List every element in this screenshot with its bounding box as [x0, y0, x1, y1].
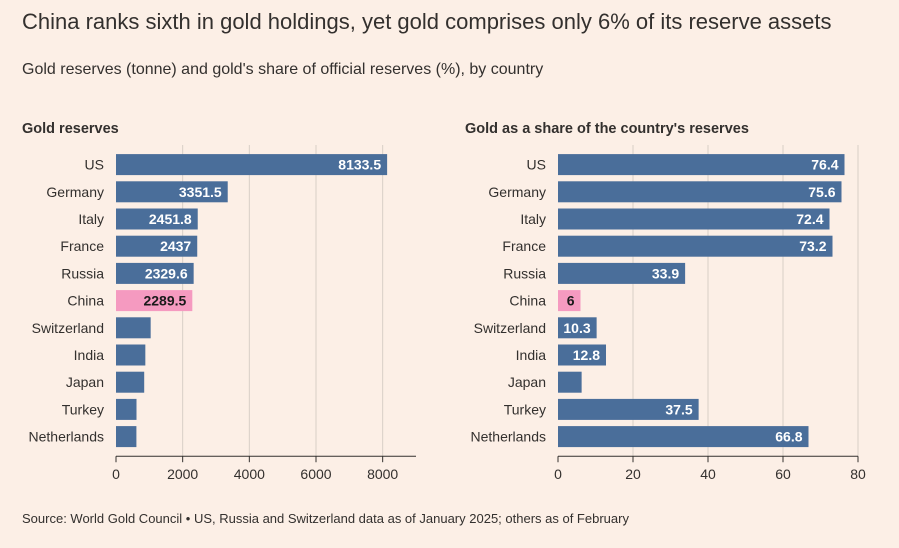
gold-reserves-chart: Gold reserves US 8133.5 Germany 3351.5 Italy 2… [0, 110, 440, 482]
share-data-label: 37.5 [665, 401, 692, 417]
share-category-label: Russia [503, 265, 546, 281]
gold-share-chart: Gold as a share of the country's reserve… [440, 110, 899, 482]
reserves-bar [116, 426, 137, 448]
reserves-data-label: 2437 [160, 238, 191, 254]
share-bar [558, 426, 809, 448]
share-category-label: Japan [508, 374, 546, 390]
share-category-label: Switzerland [474, 320, 546, 336]
share-x-tick-label: 60 [775, 466, 791, 482]
reserves-x-tick-label: 4000 [234, 466, 265, 482]
share-data-label: 73.2 [799, 238, 826, 254]
share-data-label: 72.4 [796, 211, 823, 227]
share-category-label: Germany [488, 184, 546, 200]
reserves-category-label: France [60, 238, 104, 254]
share-bar [558, 317, 597, 339]
reserves-category-label: India [74, 347, 105, 363]
share-category-label: Netherlands [471, 429, 547, 445]
reserves-bar [116, 154, 388, 176]
reserves-bar [116, 398, 137, 420]
reserves-bar [116, 235, 198, 257]
share-x-tick-label: 0 [554, 466, 562, 482]
reserves-data-label: 2289.5 [143, 293, 186, 309]
reserves-category-label: Switzerland [32, 320, 104, 336]
share-data-label: 33.9 [652, 265, 679, 281]
reserves-bar [116, 262, 194, 284]
gold-share-svg: Gold as a share of the country's reserve… [465, 121, 866, 482]
share-data-label: 76.4 [811, 157, 838, 173]
share-bar [558, 208, 830, 230]
share-x-tick-label: 80 [850, 466, 866, 482]
reserves-category-label: Japan [66, 374, 104, 390]
reserves-x-tick-label: 2000 [167, 466, 198, 482]
reserves-bar [116, 371, 145, 393]
reserves-x-tick-label: 6000 [300, 466, 331, 482]
share-data-label: 66.8 [775, 429, 802, 445]
reserves-x-tick-label: 8000 [367, 466, 398, 482]
reserves-bar [116, 317, 151, 339]
share-bar [558, 154, 845, 176]
share-data-label: 6 [567, 293, 575, 309]
chart-subtitle: Gold reserves (tonne) and gold's share o… [22, 61, 544, 78]
reserves-category-label: China [67, 293, 104, 309]
reserves-x-tick-label: 0 [112, 466, 120, 482]
reserves-data-label: 8133.5 [338, 157, 381, 173]
share-data-label: 10.3 [563, 320, 590, 336]
share-x-tick-label: 20 [625, 466, 641, 482]
reserves-category-label: Italy [78, 211, 104, 227]
reserves-bar [116, 181, 228, 203]
share-bar [558, 181, 842, 203]
share-category-label: Italy [520, 211, 546, 227]
reserves-bar [116, 208, 198, 230]
share-category-label: France [502, 238, 546, 254]
reserves-category-label: Russia [61, 265, 104, 281]
reserves-data-label: 2451.8 [149, 211, 192, 227]
share-category-label: US [527, 157, 546, 173]
share-x-tick-label: 40 [700, 466, 716, 482]
share-data-label: 75.6 [808, 184, 835, 200]
share-bar [558, 235, 833, 257]
reserves-panel-title: Gold reserves [22, 121, 119, 137]
share-data-label: 12.8 [573, 347, 600, 363]
share-panel-title: Gold as a share of the country's reserve… [465, 121, 749, 137]
reserves-category-label: Netherlands [29, 429, 105, 445]
share-bar [558, 371, 582, 393]
share-category-label: Turkey [504, 401, 546, 417]
reserves-category-label: US [85, 157, 104, 173]
share-category-label: China [509, 293, 546, 309]
source-note: Source: World Gold Council • US, Russia … [22, 511, 629, 526]
share-bar [558, 398, 699, 420]
share-bar [558, 344, 606, 366]
reserves-bar [116, 344, 146, 366]
chart-title: China ranks sixth in gold holdings, yet … [22, 9, 832, 34]
reserves-category-label: Turkey [62, 401, 104, 417]
reserves-data-label: 3351.5 [179, 184, 222, 200]
reserves-data-label: 2329.6 [145, 265, 188, 281]
reserves-bar-highlight [116, 290, 193, 312]
gold-reserves-svg: Gold reserves US 8133.5 Germany 3351.5 Italy 2… [22, 121, 416, 482]
share-bar-highlight [558, 290, 581, 312]
share-bar [558, 262, 686, 284]
reserves-category-label: Germany [46, 184, 104, 200]
share-category-label: India [516, 347, 547, 363]
